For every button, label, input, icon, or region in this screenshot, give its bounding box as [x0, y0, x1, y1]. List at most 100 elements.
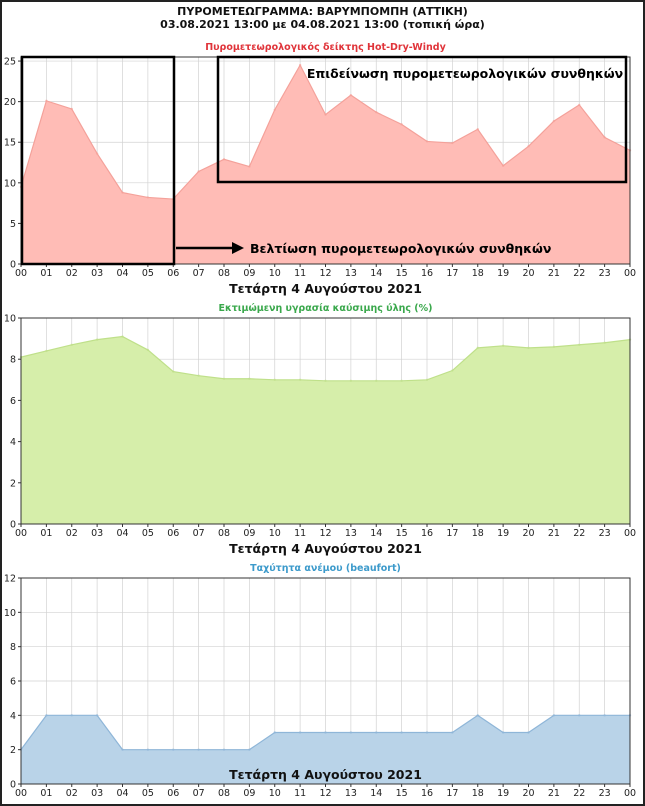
data-point — [375, 111, 378, 114]
data-point — [197, 170, 200, 173]
data-point — [578, 103, 581, 107]
data-point — [552, 119, 556, 123]
x-tick-label: 14 — [370, 268, 382, 279]
data-point — [603, 341, 606, 344]
chart-title: Ταχύτητα ανέμου (beaufort) — [250, 563, 401, 574]
data-point — [222, 158, 226, 161]
x-tick-label: 08 — [218, 268, 230, 279]
x-tick-label: 20 — [522, 528, 534, 539]
data-point — [298, 731, 302, 734]
x-tick-label: 05 — [142, 268, 154, 279]
annotations: Επιδείνωση πυρομετεωρολογικών συνθηκών Βε… — [20, 55, 628, 266]
data-point — [222, 377, 226, 380]
x-tick-label: 08 — [218, 788, 230, 799]
figure-title: ΠΥΡΟΜΕΤΕΩΓΡΑΜΜΑ: ΒΑΡΥΜΠΟΜΠΗ (ΑΤΤΙΚΗ) — [177, 5, 468, 18]
y-tick-label: 5 — [10, 219, 16, 230]
data-point — [95, 338, 99, 341]
x-tick-label: 12 — [319, 528, 331, 539]
data-point — [273, 378, 276, 381]
data-point — [172, 370, 175, 373]
x-tick-label: 10 — [269, 788, 281, 799]
data-point — [70, 714, 73, 717]
x-tick-label: 20 — [522, 788, 534, 799]
x-tick-label: 05 — [142, 528, 154, 539]
x-tick-label: 13 — [345, 788, 357, 799]
chart-title: Εκτιμώμενη υγρασία καύσιμης ύλης (%) — [218, 303, 432, 314]
x-tick-label: 22 — [573, 268, 585, 279]
figure-header: ΠΥΡΟΜΕΤΕΩΓΡΑΜΜΑ: ΒΑΡΥΜΠΟΜΠΗ (ΑΤΤΙΚΗ) 03.… — [0, 5, 645, 31]
data-point — [451, 731, 454, 734]
x-tick-label: 01 — [40, 268, 52, 279]
data-point — [146, 348, 150, 352]
data-point — [298, 378, 302, 381]
area-fill — [21, 715, 630, 784]
data-point — [121, 191, 124, 194]
area-fill — [21, 336, 630, 524]
x-tick-label: 21 — [548, 528, 560, 539]
x-axis-label: Τετάρτη 4 Αυγούστου 2021 — [229, 767, 422, 782]
x-tick-label: 11 — [294, 528, 306, 539]
data-point — [45, 349, 48, 353]
x-tick-label: 04 — [116, 528, 128, 539]
y-tick-label: 0 — [10, 520, 16, 531]
data-point — [146, 748, 150, 751]
data-point — [375, 731, 378, 734]
x-tick-label: 00 — [624, 528, 636, 539]
x-tick-label: 01 — [40, 788, 52, 799]
y-tick-label: 6 — [10, 677, 16, 688]
x-tick-label: 17 — [446, 528, 458, 539]
x-tick-label: 14 — [370, 528, 382, 539]
figure-subtitle: 03.08.2021 13:00 με 04.08.2021 13:00 (το… — [160, 18, 485, 31]
data-point — [273, 108, 276, 111]
data-point — [273, 731, 276, 734]
data-point — [527, 346, 530, 350]
data-point — [501, 731, 505, 734]
x-tick-label: 16 — [421, 528, 433, 539]
x-tick-label: 12 — [319, 788, 331, 799]
data-point — [578, 714, 581, 717]
data-point — [527, 145, 530, 148]
data-point — [451, 369, 454, 372]
y-tick-label: 8 — [10, 642, 16, 653]
x-tick-label: 04 — [116, 788, 128, 799]
x-tick-label: 11 — [294, 268, 306, 279]
chart-hdw: Πυρομετεωρολογικός δείκτης Hot-Dry-Windy… — [4, 42, 636, 296]
y-tick-label: 10 — [4, 608, 16, 619]
x-tick-label: 01 — [40, 528, 52, 539]
data-point — [349, 93, 353, 97]
data-point — [248, 165, 251, 168]
x-tick-label: 23 — [599, 528, 611, 539]
x-tick-label: 17 — [446, 788, 458, 799]
x-tick-label: 09 — [243, 268, 255, 279]
y-tick-label: 15 — [4, 138, 16, 149]
x-tick-label: 12 — [319, 268, 331, 279]
data-point — [298, 63, 302, 67]
x-tick-label: 18 — [472, 788, 484, 799]
x-tick-label: 23 — [599, 788, 611, 799]
x-tick-label: 07 — [193, 528, 205, 539]
data-point — [45, 714, 48, 717]
x-tick-label: 21 — [548, 788, 560, 799]
data-point — [527, 731, 530, 734]
x-tick-label: 19 — [497, 788, 509, 799]
y-tick-label: 2 — [10, 478, 16, 489]
x-tick-label: 06 — [167, 268, 179, 279]
x-tick-label: 11 — [294, 788, 306, 799]
x-tick-label: 13 — [345, 268, 357, 279]
x-tick-label: 19 — [497, 268, 509, 279]
annotation-arrow-head — [232, 242, 244, 254]
x-tick-label: 18 — [472, 528, 484, 539]
y-tick-label: 6 — [10, 396, 16, 407]
data-point — [476, 128, 479, 131]
data-point — [349, 731, 353, 734]
x-tick-label: 06 — [167, 788, 179, 799]
data-point — [197, 374, 200, 377]
data-point — [222, 748, 226, 751]
x-tick-label: 00 — [15, 268, 27, 279]
data-point — [95, 152, 99, 155]
data-point — [70, 343, 73, 346]
data-point — [552, 345, 556, 349]
x-tick-label: 06 — [167, 528, 179, 539]
